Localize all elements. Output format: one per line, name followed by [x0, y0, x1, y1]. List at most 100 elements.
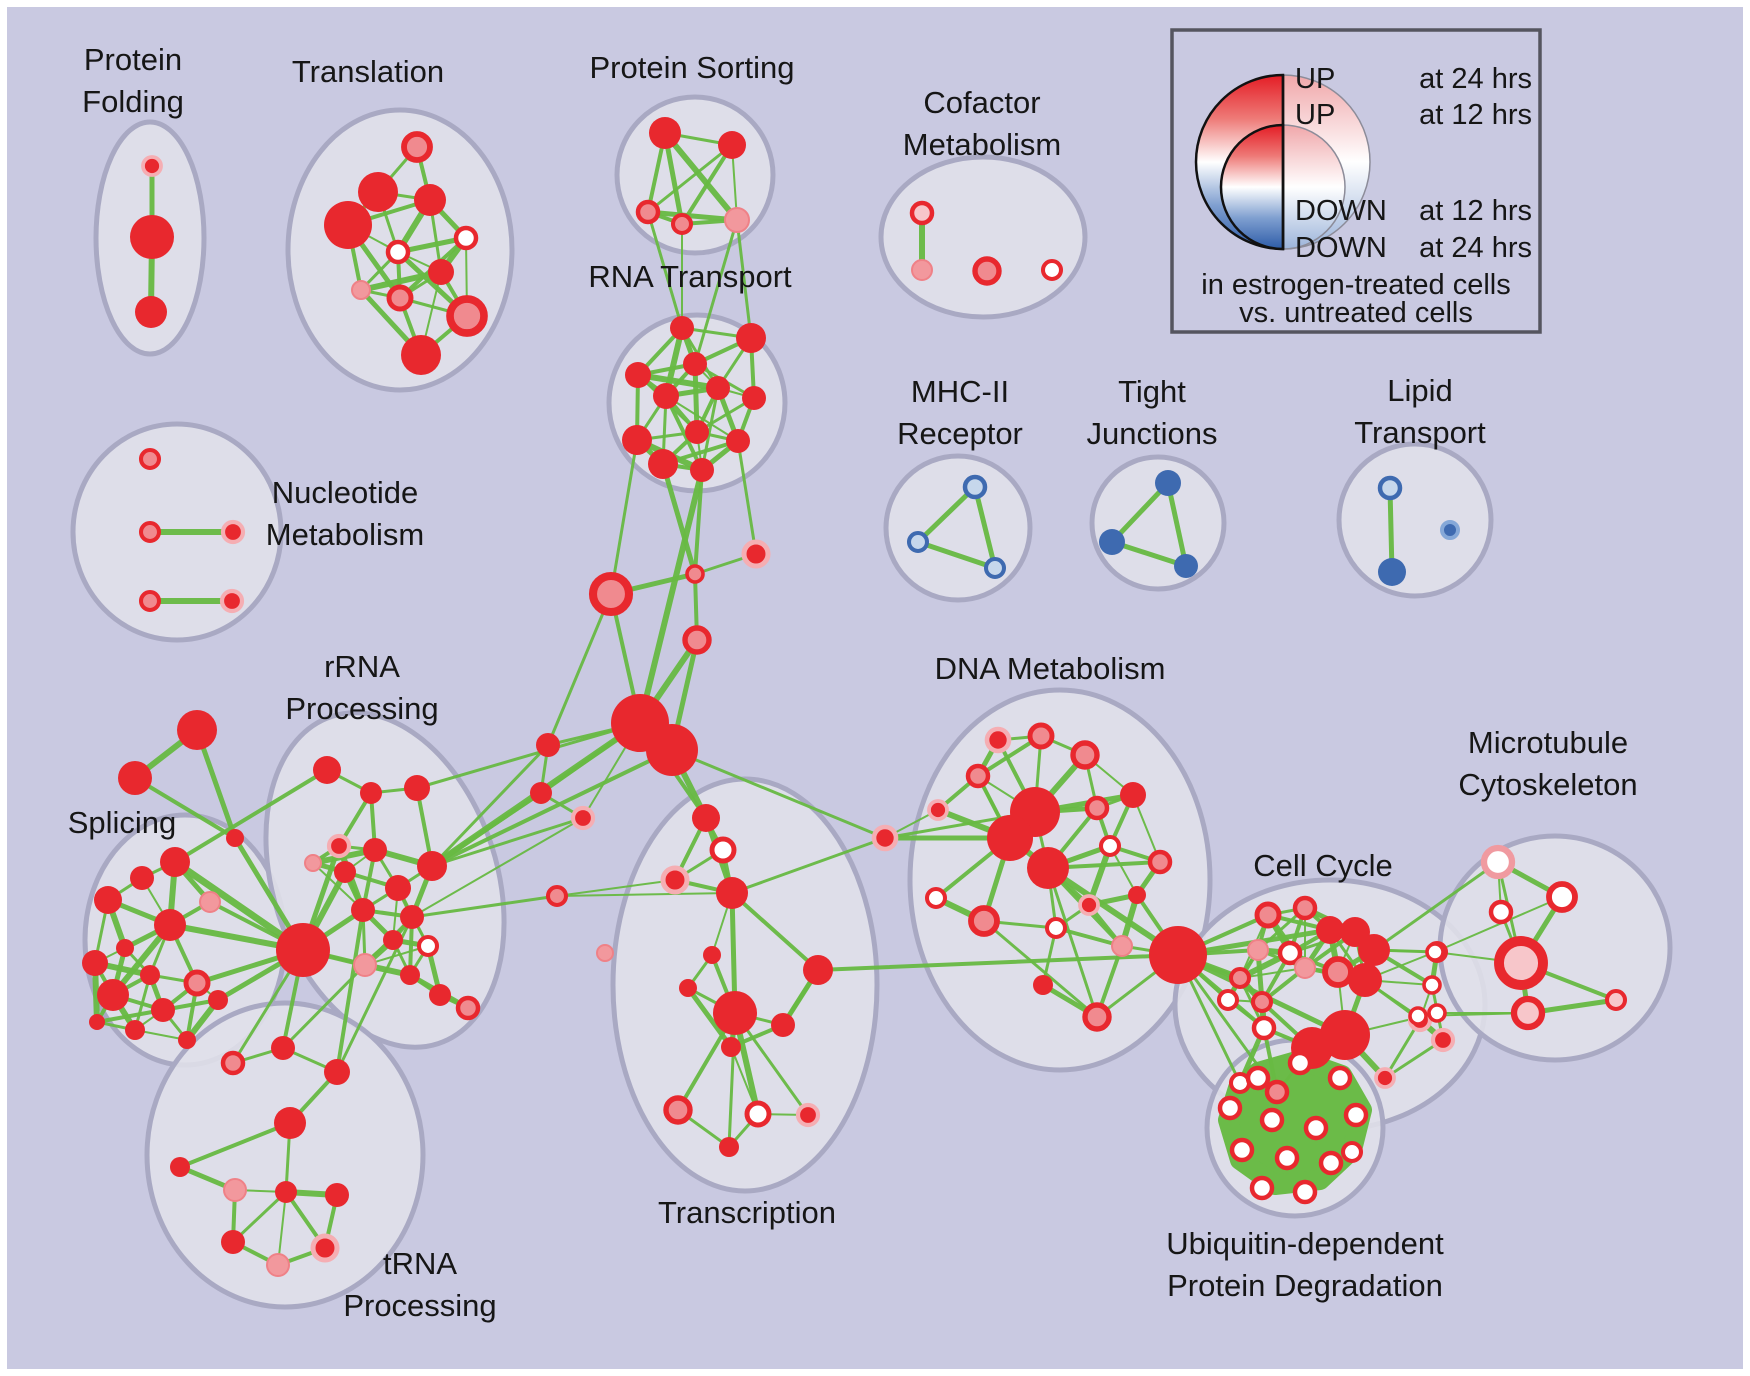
node-red_ring_pink: [1147, 849, 1173, 875]
node-red_ring_white: [1259, 1107, 1285, 1133]
legend-time-label: at 12 hrs: [1419, 195, 1532, 227]
node-red: [177, 710, 217, 750]
node-blue: [1174, 554, 1198, 578]
node-pale_ring_white: [1480, 844, 1516, 880]
cluster-label-protein-sorting: Protein Sorting: [589, 50, 794, 85]
edge-protein-sorting: [646, 143, 734, 214]
legend-time-label: at 24 hrs: [1419, 63, 1532, 95]
node-red_ring_white: [924, 886, 948, 910]
edge-trna-processing: [178, 1121, 292, 1169]
legend-direction-label: UP: [1295, 99, 1335, 131]
node-pale: [1247, 939, 1269, 961]
node-red: [716, 877, 748, 909]
edge-link: [735, 218, 753, 340]
node-blue: [1099, 529, 1125, 555]
cluster-label-microtubule-cytoskeleton: Microtubule: [1468, 725, 1628, 760]
edge-protein-sorting: [662, 130, 740, 223]
node-red: [1033, 975, 1053, 995]
node-red: [125, 1020, 145, 1040]
node-red_ring_pink: [1264, 1079, 1290, 1105]
node-red: [97, 979, 129, 1011]
edge-translation: [358, 269, 444, 293]
cluster-labels: Protein Folding Translation Protein Sorting…: [68, 42, 1638, 1323]
edge-link: [693, 218, 739, 366]
node-red_ring_pale: [1494, 936, 1548, 990]
node-red: [226, 829, 244, 847]
node-red: [208, 990, 228, 1010]
cluster-label-cofactor-metabolism: Metabolism: [903, 127, 1062, 162]
cluster-label-rrna-processing: Processing: [285, 691, 438, 726]
node-red_ring_white: [1216, 988, 1240, 1012]
node-red_ring_white: [1040, 258, 1064, 282]
node-red_ring_white: [1274, 1145, 1300, 1171]
node-red: [324, 1059, 350, 1085]
cluster-label-mhc-ii-receptor: Receptor: [897, 416, 1023, 451]
node-red_ring_pink: [1250, 990, 1274, 1014]
edge-link: [410, 894, 559, 919]
node-red: [116, 939, 134, 957]
node-red: [363, 838, 387, 862]
cluster-label-lipid-transport: Transport: [1354, 415, 1486, 450]
node-red: [94, 886, 122, 914]
node-red: [401, 335, 441, 375]
node-red_ring_pink: [1322, 956, 1354, 988]
node-red_ring_pink: [1292, 895, 1318, 921]
node-pale_ring_red: [660, 865, 690, 895]
node-red: [685, 420, 709, 444]
edge-trna-processing: [277, 1191, 287, 1266]
node-red: [383, 930, 403, 950]
edge-dna-metabolism: [1054, 926, 1124, 948]
node-red: [771, 1013, 795, 1037]
node-red: [706, 376, 730, 400]
node-pale_ring_red: [927, 799, 949, 821]
node-red_ring_pale: [1604, 988, 1628, 1012]
node-red: [622, 425, 652, 455]
node-red_ring_white: [1249, 1175, 1275, 1201]
edge-mhc-ii-receptor: [972, 484, 998, 571]
node-red: [334, 861, 356, 883]
node-pale_ring_red: [1430, 1027, 1456, 1053]
node-red: [713, 991, 757, 1035]
edge-link: [637, 467, 705, 726]
node-red: [692, 804, 720, 832]
node-blue_ring: [962, 474, 988, 500]
cluster-label-trna-processing: tRNA: [383, 1246, 457, 1281]
cluster-label-microtubule-cytoskeleton: Cytoskeleton: [1458, 767, 1637, 802]
node-red_ring_pink: [635, 199, 661, 225]
node-red: [719, 1137, 739, 1157]
node-pale_ring_red: [326, 833, 352, 859]
node-red: [313, 756, 341, 784]
edge-link: [173, 768, 329, 864]
edge-link: [281, 963, 367, 1050]
legend-direction-label: DOWN: [1295, 195, 1387, 227]
cluster-label-nucleotide-metabolism: Nucleotide: [272, 475, 418, 510]
node-red_ring_pink: [455, 995, 481, 1021]
node-red_ring_white: [1044, 916, 1068, 940]
edge-central-hub: [546, 592, 613, 747]
node-red: [648, 449, 678, 479]
node-red_ring_white: [1343, 1102, 1369, 1128]
node-red: [1128, 886, 1146, 904]
node-red_ring_pink: [1254, 901, 1282, 929]
node-pale_ring_red: [795, 1102, 821, 1128]
node-red_ring_white: [453, 225, 479, 251]
node-red_ring_pink: [183, 969, 211, 997]
node-red_ring_white: [1340, 1140, 1364, 1164]
edge-dna-metabolism: [1046, 866, 1099, 1019]
cluster-label-translation: Translation: [292, 54, 444, 89]
edge-link: [816, 953, 1180, 972]
legend-time-label: at 12 hrs: [1419, 99, 1532, 131]
node-red: [1120, 782, 1146, 808]
legend-note: vs. untreated cells: [1239, 297, 1473, 329]
node-red: [130, 215, 174, 259]
node-red_ring_pink: [446, 295, 488, 337]
edge-transcription: [685, 985, 734, 1050]
node-red_ring_pink: [965, 763, 991, 789]
node-red: [625, 362, 651, 388]
node-red_ring_white: [1408, 1006, 1428, 1026]
edge-link: [430, 791, 543, 868]
node-red_ring_white: [1251, 1015, 1277, 1041]
node-red: [530, 782, 552, 804]
node-red_ring_pink: [138, 447, 162, 471]
